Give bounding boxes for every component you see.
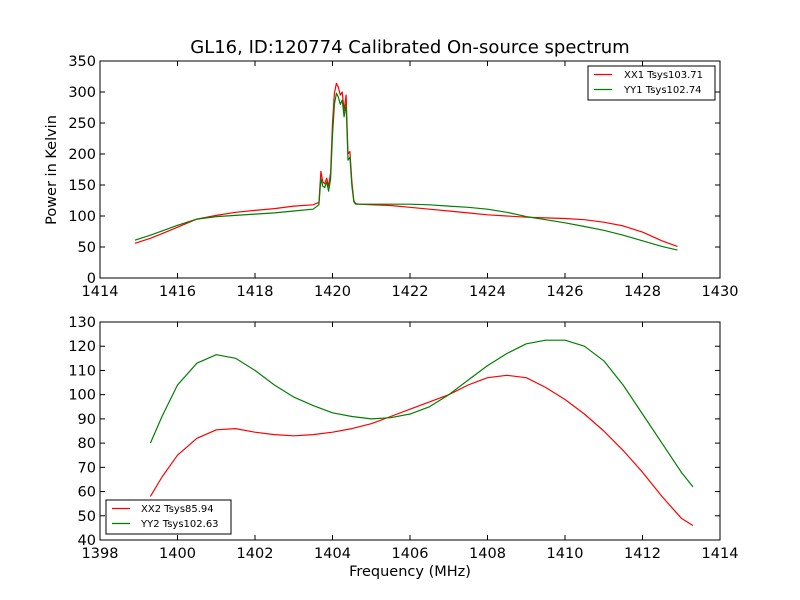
bottom-x-tick-label: 1412 [624,546,661,562]
bottom-y-ticks: 40 50 60 70 80 90 100 110 120 130 [68,315,720,549]
top-y-axis-label: Power in Kelvin [44,115,60,225]
bottom-y-tick-label: 90 [78,412,96,428]
bottom-series-line-1 [149,339,694,488]
top-legend-label-yy1: YY1 Tsys102.74 [623,85,702,96]
top-series-layer [134,82,678,251]
top-x-tick-label: 1420 [314,284,351,300]
bottom-x-tick-label: 1400 [159,546,196,562]
top-x-tick-label: 1424 [469,284,506,300]
bottom-y-tick-label: 130 [68,315,96,331]
bottom-x-tick-label: 1410 [547,546,584,562]
bottom-x-tick-label: 1408 [469,546,506,562]
bottom-y-tick-label: 120 [68,339,96,355]
bottom-y-tick-label: 60 [78,485,96,501]
bottom-legend: XX2 Tsys85.94 YY2 Tsys102.63 [105,499,232,535]
chart-bottom: 1398 1400 1402 1404 1406 1408 1410 1412 1414 40 5… [68,315,738,580]
top-y-tick-label: 150 [68,178,96,194]
bottom-x-axis-label: Frequency (MHz) [349,564,471,580]
bottom-x-tick-label: 1414 [702,546,739,562]
top-x-tick-label: 1422 [392,284,429,300]
bottom-x-ticks: 1398 1400 1402 1404 1406 1408 1410 1412 1414 [82,322,739,562]
top-x-ticks: 1414 1416 1418 1420 1422 1424 1426 1428 1430 [82,61,739,300]
top-y-ticks: 0 50 100 150 200 250 300 350 [68,54,720,287]
bottom-x-tick-label: 1402 [237,546,274,562]
top-x-tick-label: 1426 [547,284,584,300]
bottom-x-tick-label: 1398 [82,546,119,562]
top-y-tick-label: 300 [68,85,96,101]
top-x-tick-label: 1428 [624,284,661,300]
top-x-tick-label: 1414 [82,284,119,300]
bottom-legend-label-xx2: XX2 Tsys85.94 [141,504,214,515]
bottom-y-tick-label: 40 [78,533,96,549]
bottom-x-tick-label: 1406 [392,546,429,562]
top-legend: XX1 Tsys103.71 YY1 Tsys102.74 [587,65,716,101]
bottom-y-tick-label: 100 [68,388,96,404]
chart-title: GL16, ID:120774 Calibrated On-source spe… [190,37,629,58]
bottom-x-tick-label: 1404 [314,546,351,562]
top-legend-box [587,65,716,101]
top-y-tick-label: 250 [68,116,96,132]
bottom-y-tick-label: 110 [68,363,96,379]
chart-top: GL16, ID:120774 Calibrated On-source spe… [44,37,738,300]
top-x-tick-label: 1418 [237,284,274,300]
top-x-tick-label: 1430 [702,284,739,300]
top-y-tick-label: 0 [87,271,96,287]
bottom-series-line-0 [149,374,694,527]
top-y-tick-label: 50 [78,240,96,256]
bottom-series-layer [149,339,694,527]
top-y-tick-label: 350 [68,54,96,70]
top-x-tick-label: 1416 [159,284,196,300]
bottom-y-tick-label: 80 [78,436,96,452]
bottom-legend-box [105,499,232,535]
bottom-legend-label-yy2: YY2 Tsys102.63 [140,519,219,530]
top-series-line-1 [134,92,678,251]
bottom-y-tick-label: 50 [78,509,96,525]
top-y-tick-label: 200 [68,147,96,163]
top-y-tick-label: 100 [68,209,96,225]
bottom-y-tick-label: 70 [78,460,96,476]
top-legend-label-xx1: XX1 Tsys103.71 [624,70,703,81]
